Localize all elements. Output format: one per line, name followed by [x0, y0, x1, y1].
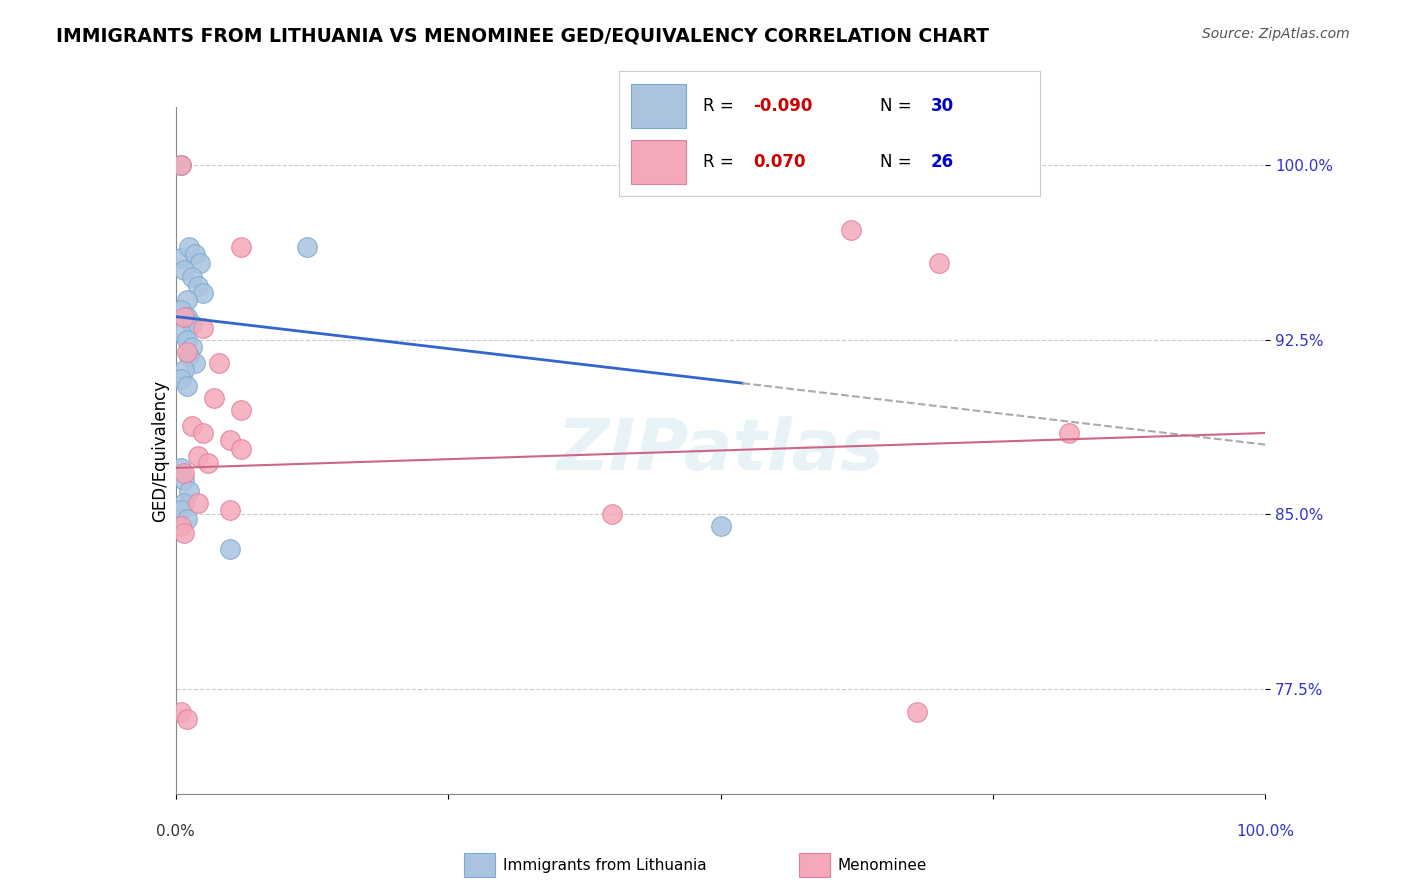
Text: 26: 26 — [931, 153, 953, 171]
Point — [170, 252, 193, 266]
Point — [181, 317, 204, 331]
Point — [600, 508, 623, 522]
Point — [173, 473, 195, 487]
Point — [184, 356, 207, 370]
Point — [188, 256, 211, 270]
Text: Source: ZipAtlas.com: Source: ZipAtlas.com — [1202, 27, 1350, 41]
Point — [181, 270, 204, 285]
Point — [170, 372, 193, 386]
Point — [173, 263, 195, 277]
Point — [176, 379, 198, 393]
Point — [191, 286, 214, 301]
Text: N =: N = — [880, 153, 917, 171]
Text: Immigrants from Lithuania: Immigrants from Lithuania — [503, 857, 707, 872]
Point — [181, 340, 204, 354]
Point — [186, 496, 209, 510]
Text: 0.0%: 0.0% — [156, 824, 195, 839]
Point — [176, 512, 198, 526]
Point — [170, 503, 193, 517]
Text: IMMIGRANTS FROM LITHUANIA VS MENOMINEE GED/EQUIVALENCY CORRELATION CHART: IMMIGRANTS FROM LITHUANIA VS MENOMINEE G… — [56, 27, 990, 45]
Point — [202, 391, 225, 405]
Point — [176, 344, 198, 359]
Text: -0.090: -0.090 — [754, 96, 813, 115]
Point — [208, 356, 231, 370]
Y-axis label: GED/Equivalency: GED/Equivalency — [150, 379, 169, 522]
Point — [176, 293, 198, 308]
Point — [181, 419, 204, 434]
Point — [186, 279, 209, 293]
Point — [173, 496, 195, 510]
Point — [173, 363, 195, 377]
Text: Menominee: Menominee — [838, 857, 928, 872]
Bar — [631, 84, 686, 128]
Point — [170, 158, 193, 172]
Point — [191, 321, 214, 335]
Point — [170, 519, 193, 533]
Point — [177, 484, 200, 499]
Point — [191, 425, 214, 440]
Point — [177, 349, 200, 363]
Point — [219, 433, 242, 447]
Point — [176, 712, 198, 726]
Text: ZIPatlas: ZIPatlas — [557, 416, 884, 485]
Point — [170, 158, 193, 172]
Point — [219, 542, 242, 557]
Text: R =: R = — [703, 153, 740, 171]
Point — [231, 240, 253, 254]
Text: R =: R = — [703, 96, 740, 115]
Point — [170, 706, 193, 720]
Point — [231, 402, 253, 417]
Point — [197, 456, 219, 470]
Point — [170, 461, 193, 475]
Point — [173, 310, 195, 324]
Text: 0.070: 0.070 — [754, 153, 806, 171]
Text: 30: 30 — [931, 96, 953, 115]
Text: 100.0%: 100.0% — [1236, 824, 1295, 839]
Text: N =: N = — [880, 96, 917, 115]
Point — [710, 519, 733, 533]
Bar — [464, 853, 495, 878]
Point — [186, 450, 209, 464]
Point — [173, 466, 195, 480]
Point — [295, 240, 318, 254]
Bar — [799, 853, 830, 878]
Point — [231, 442, 253, 457]
Point — [219, 503, 242, 517]
Point — [173, 526, 195, 541]
Point — [928, 256, 950, 270]
Bar — [631, 140, 686, 184]
Point — [177, 240, 200, 254]
Point — [176, 333, 198, 347]
Point — [841, 223, 863, 237]
Point — [170, 326, 193, 340]
Point — [1057, 425, 1080, 440]
Point — [905, 706, 928, 720]
Point — [184, 246, 207, 260]
Point — [176, 310, 198, 324]
Point — [170, 302, 193, 317]
